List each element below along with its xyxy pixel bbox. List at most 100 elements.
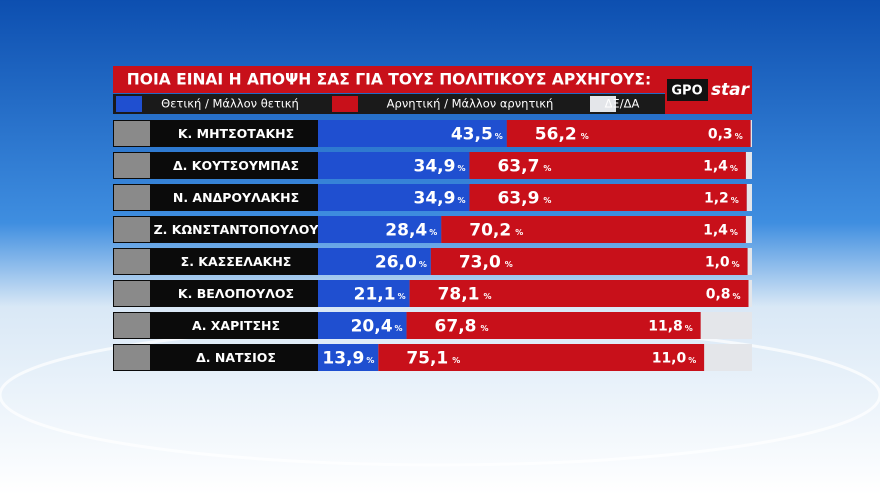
bar-segment xyxy=(747,248,752,275)
value-label: 11,8 xyxy=(648,319,683,335)
unit-label: % xyxy=(730,164,738,173)
bar-segment xyxy=(318,312,407,339)
value-label: 67,8 xyxy=(435,317,477,337)
unit-label: % xyxy=(685,324,693,333)
bar-segment xyxy=(750,120,752,147)
value-label: 34,9 xyxy=(414,157,456,177)
value-label: 21,1 xyxy=(354,285,396,305)
bar-segment xyxy=(406,312,701,339)
value-label: 26,0 xyxy=(375,253,417,273)
bar-segment xyxy=(378,344,705,371)
value-label: 1,4 xyxy=(703,223,728,239)
value-label: 34,9 xyxy=(414,189,456,209)
bar-segment xyxy=(746,184,752,211)
bar-segment xyxy=(318,344,379,371)
unit-label: % xyxy=(735,132,743,141)
photo xyxy=(114,217,150,242)
photo xyxy=(114,121,150,146)
value-label: 1,0 xyxy=(705,255,730,271)
bar-segment xyxy=(469,152,746,179)
value-label: 63,7 xyxy=(497,157,539,177)
unit-label: % xyxy=(452,356,460,365)
category-label: Ζ. ΚΩΝΣΤΑΝΤΟΠΟΥΛΟΥ xyxy=(154,222,320,237)
unit-label: % xyxy=(419,260,427,269)
bar-segment xyxy=(318,120,507,147)
unit-label: % xyxy=(581,132,589,141)
unit-label: % xyxy=(457,196,465,205)
legend-bar xyxy=(113,94,665,114)
title-bar xyxy=(113,66,665,93)
unit-label: % xyxy=(484,292,492,301)
unit-label: % xyxy=(398,292,406,301)
logo-gpo: GPO xyxy=(671,84,702,99)
bar-segment xyxy=(700,312,752,339)
value-label: 73,0 xyxy=(459,253,501,273)
bar-segment xyxy=(318,184,470,211)
category-label: Κ. ΜΗΤΣΟΤΑΚΗΣ xyxy=(178,126,294,141)
unit-label: % xyxy=(731,196,739,205)
unit-label: % xyxy=(495,132,503,141)
value-label: 1,4 xyxy=(703,159,728,175)
unit-label: % xyxy=(395,324,403,333)
unit-label: % xyxy=(732,260,740,269)
logo-gpo-bg xyxy=(667,79,708,101)
category-label: Δ. ΝΑΤΣΙΟΣ xyxy=(196,350,276,365)
value-label: 0,8 xyxy=(706,287,731,303)
value-label: 28,4 xyxy=(385,221,427,241)
bar-segment xyxy=(748,280,752,307)
photo xyxy=(114,185,150,210)
value-label: 43,5 xyxy=(451,125,493,145)
bar-segment xyxy=(430,248,748,275)
legend-label: Αρνητική / Μάλλον αρνητική xyxy=(387,97,554,111)
unit-label: % xyxy=(480,324,488,333)
legend-label: ΔΞ/ΔΑ xyxy=(605,97,640,111)
category-label: Δ. ΚΟΥΤΣΟΥΜΠΑΣ xyxy=(173,158,299,173)
logo-star: star xyxy=(711,80,751,100)
value-label: 0,3 xyxy=(708,127,733,143)
value-label: 70,2 xyxy=(469,221,511,241)
unit-label: % xyxy=(730,228,738,237)
value-label: 63,9 xyxy=(497,189,539,209)
category-label: Σ. ΚΑΣΣΕΛΑΚΗΣ xyxy=(181,254,292,269)
value-label: 78,1 xyxy=(438,285,480,305)
unit-label: % xyxy=(429,228,437,237)
category-label: Κ. ΒΕΛΟΠΟΥΛΟΣ xyxy=(178,286,294,301)
chart-title: ΠΟΙΑ ΕΙΝΑΙ Η ΑΠΟΨΗ ΣΑΣ ΓΙΑ ΤΟΥΣ ΠΟΛΙΤΙΚΟ… xyxy=(127,71,651,89)
photo xyxy=(114,281,150,306)
value-label: 13,9 xyxy=(322,349,364,369)
bar-segment xyxy=(318,248,431,275)
bar-segment xyxy=(318,152,470,179)
unit-label: % xyxy=(543,196,551,205)
bar-segment xyxy=(409,280,749,307)
value-label: 56,2 xyxy=(535,125,577,145)
bar-segment xyxy=(745,216,752,243)
bar-segment xyxy=(441,216,746,243)
unit-label: % xyxy=(505,260,513,269)
rows: Κ. ΜΗΤΣΟΤΑΚΗΣ 43,5% 56,2% 0,3 % Δ. ΚΟΥΤΣΟΥΜΠΑ… xyxy=(113,120,752,371)
unit-label: % xyxy=(515,228,523,237)
category-label: Α. ΧΑΡΙΤΣΗΣ xyxy=(192,318,280,333)
bar-segment xyxy=(318,280,410,307)
value-label: 75,1 xyxy=(406,349,448,369)
unit-label: % xyxy=(543,164,551,173)
photo xyxy=(114,313,150,338)
legend-swatch xyxy=(590,96,616,112)
photo xyxy=(114,345,150,370)
bar-segment xyxy=(704,344,752,371)
category-label: Ν. ΑΝΔΡΟΥΛΑΚΗΣ xyxy=(173,190,299,205)
unit-label: % xyxy=(457,164,465,173)
bar-segment xyxy=(745,152,752,179)
bar-segment xyxy=(469,184,747,211)
legend-label: Θετική / Μάλλον θετική xyxy=(161,97,299,111)
legend-swatch xyxy=(116,96,142,112)
bar-segment xyxy=(318,216,442,243)
value-label: 1,2 xyxy=(704,191,729,207)
value-label: 11,0 xyxy=(652,351,687,367)
unit-label: % xyxy=(366,356,374,365)
unit-label: % xyxy=(733,292,741,301)
photo xyxy=(114,153,150,178)
bar-segment xyxy=(506,120,751,147)
legend-swatch xyxy=(332,96,358,112)
